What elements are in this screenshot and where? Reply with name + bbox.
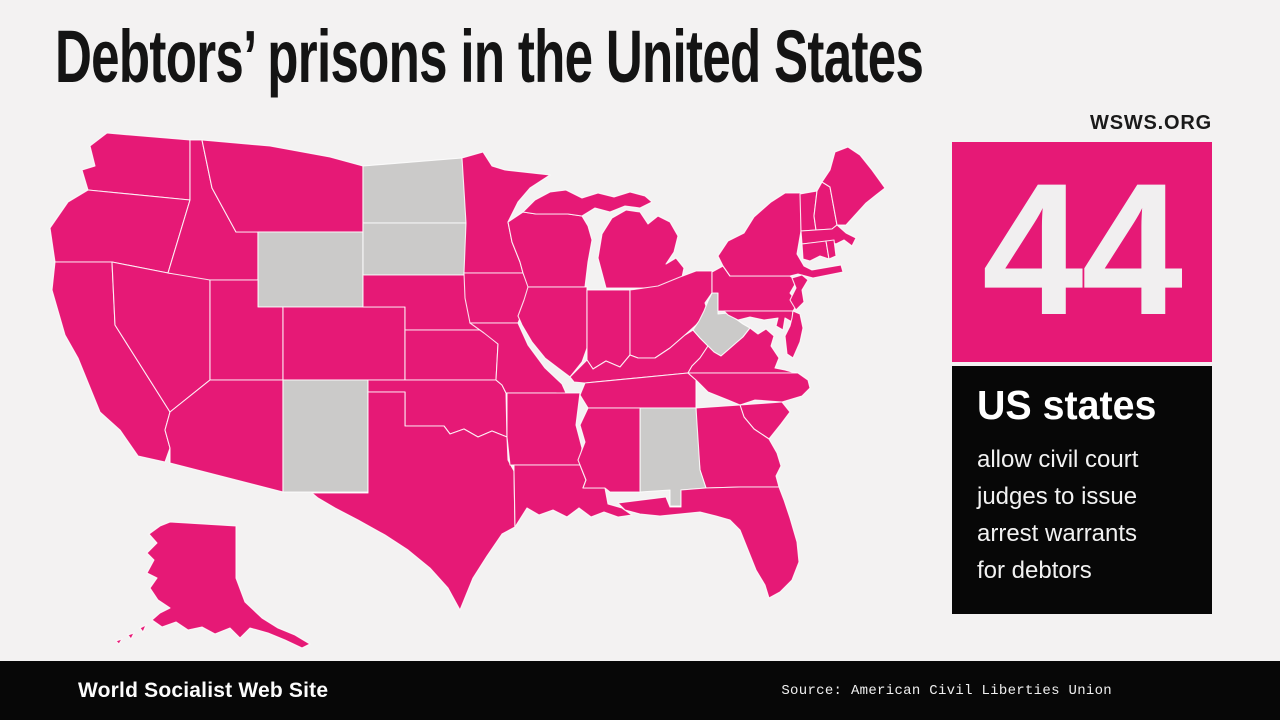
state-new-mexico xyxy=(282,379,369,493)
state-oregon xyxy=(49,189,191,274)
state-rhode-island xyxy=(825,239,837,260)
state-florida xyxy=(617,486,800,599)
us-states-map xyxy=(40,130,920,660)
state-alaska xyxy=(115,638,123,645)
stat-number-box: 44 xyxy=(952,142,1212,362)
stat-number: 44 xyxy=(982,144,1184,354)
state-connecticut xyxy=(801,240,830,262)
state-arkansas xyxy=(506,392,583,466)
state-virginia xyxy=(687,327,799,374)
state-indiana xyxy=(586,289,631,370)
state-texas xyxy=(311,391,516,611)
state-michigan xyxy=(597,209,685,289)
stat-description-line: allow civil court xyxy=(977,446,1139,474)
site-url-tag: WSWS.ORG xyxy=(1090,112,1212,134)
footer-site-name: World Socialist Web Site xyxy=(78,678,329,702)
footer-bar: World Socialist Web Site Source: America… xyxy=(0,661,1280,720)
stat-description: allow civil court judges to issue arrest… xyxy=(977,441,1188,589)
state-delaware xyxy=(784,310,804,359)
state-new-jersey xyxy=(789,274,809,311)
stat-description-line: judges to issue xyxy=(977,483,1138,511)
state-new-york xyxy=(717,192,844,279)
state-alaska xyxy=(146,521,311,649)
us-map-svg xyxy=(49,132,886,649)
stat-description-line: arrest warrants xyxy=(977,520,1138,548)
state-maine xyxy=(821,146,886,226)
state-washington xyxy=(81,132,191,201)
state-alaska xyxy=(127,632,135,640)
state-colorado xyxy=(282,306,406,381)
stat-description-box: US states allow civil court judges to is… xyxy=(952,366,1212,614)
state-mississippi xyxy=(577,407,641,493)
state-south-dakota xyxy=(362,222,475,276)
state-north-carolina xyxy=(687,372,811,406)
footer-source-credit: Source: American Civil Liberties Union xyxy=(781,682,1112,699)
state-kansas xyxy=(404,329,499,381)
state-north-dakota xyxy=(362,157,469,224)
stat-label: US states xyxy=(977,382,1157,428)
page-title: Debtors’ prisons in the United States xyxy=(55,15,924,98)
stat-description-line: for debtors xyxy=(977,557,1092,585)
state-alaska xyxy=(139,624,147,633)
state-michigan xyxy=(522,189,653,217)
state-wyoming xyxy=(257,231,364,308)
